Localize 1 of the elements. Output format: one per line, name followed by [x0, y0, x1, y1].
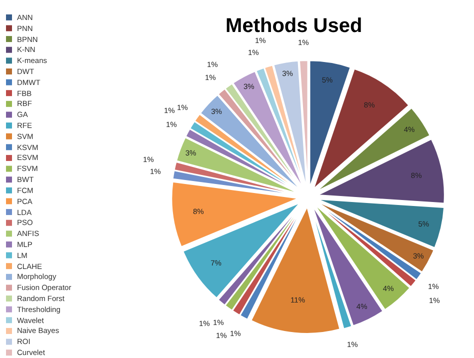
chart-title: Methods Used	[226, 14, 362, 37]
